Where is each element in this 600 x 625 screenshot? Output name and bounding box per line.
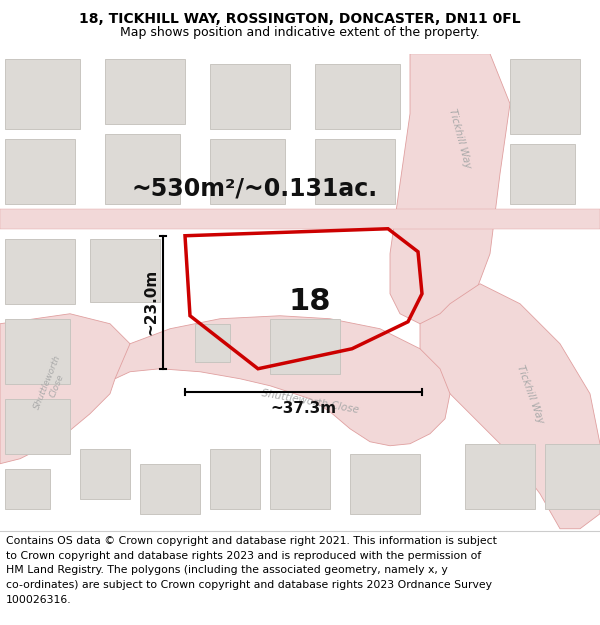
Polygon shape	[545, 444, 600, 509]
Text: to Crown copyright and database rights 2023 and is reproduced with the permissio: to Crown copyright and database rights 2…	[6, 551, 481, 561]
Text: 18: 18	[289, 288, 331, 316]
Polygon shape	[105, 59, 185, 124]
Text: Map shows position and indicative extent of the property.: Map shows position and indicative extent…	[120, 26, 480, 39]
Polygon shape	[390, 54, 510, 324]
Polygon shape	[5, 319, 70, 384]
Polygon shape	[270, 449, 330, 509]
Text: 18, TICKHILL WAY, ROSSINGTON, DONCASTER, DN11 0FL: 18, TICKHILL WAY, ROSSINGTON, DONCASTER,…	[79, 12, 521, 26]
Polygon shape	[5, 469, 50, 509]
Text: Shuttleworth
Close: Shuttleworth Close	[32, 353, 72, 414]
Polygon shape	[270, 319, 340, 374]
Polygon shape	[350, 454, 420, 514]
Polygon shape	[210, 449, 260, 509]
Polygon shape	[5, 399, 70, 454]
Polygon shape	[210, 64, 290, 129]
Text: Tickhill Way: Tickhill Way	[447, 107, 473, 170]
Text: Shuttleworth Close: Shuttleworth Close	[260, 388, 359, 415]
Polygon shape	[420, 284, 600, 529]
Polygon shape	[0, 209, 600, 229]
Polygon shape	[315, 139, 395, 204]
Polygon shape	[510, 144, 575, 204]
Text: 100026316.: 100026316.	[6, 595, 71, 605]
Polygon shape	[510, 59, 580, 134]
Polygon shape	[5, 239, 75, 304]
Text: HM Land Registry. The polygons (including the associated geometry, namely x, y: HM Land Registry. The polygons (includin…	[6, 566, 448, 576]
Text: co-ordinates) are subject to Crown copyright and database rights 2023 Ordnance S: co-ordinates) are subject to Crown copyr…	[6, 580, 492, 590]
Text: ~23.0m: ~23.0m	[143, 269, 158, 336]
Polygon shape	[210, 139, 285, 204]
Polygon shape	[5, 59, 80, 129]
Polygon shape	[315, 64, 400, 129]
Polygon shape	[80, 449, 130, 499]
Polygon shape	[5, 139, 75, 204]
Text: Contains OS data © Crown copyright and database right 2021. This information is : Contains OS data © Crown copyright and d…	[6, 536, 497, 546]
Polygon shape	[0, 314, 130, 464]
Text: ~37.3m: ~37.3m	[271, 401, 337, 416]
Polygon shape	[195, 324, 230, 362]
Polygon shape	[90, 239, 160, 302]
Polygon shape	[465, 444, 535, 509]
Text: ~530m²/~0.131ac.: ~530m²/~0.131ac.	[132, 177, 378, 201]
Polygon shape	[140, 464, 200, 514]
Polygon shape	[105, 134, 180, 204]
Polygon shape	[110, 316, 450, 446]
Text: Tickhill Way: Tickhill Way	[515, 363, 545, 424]
